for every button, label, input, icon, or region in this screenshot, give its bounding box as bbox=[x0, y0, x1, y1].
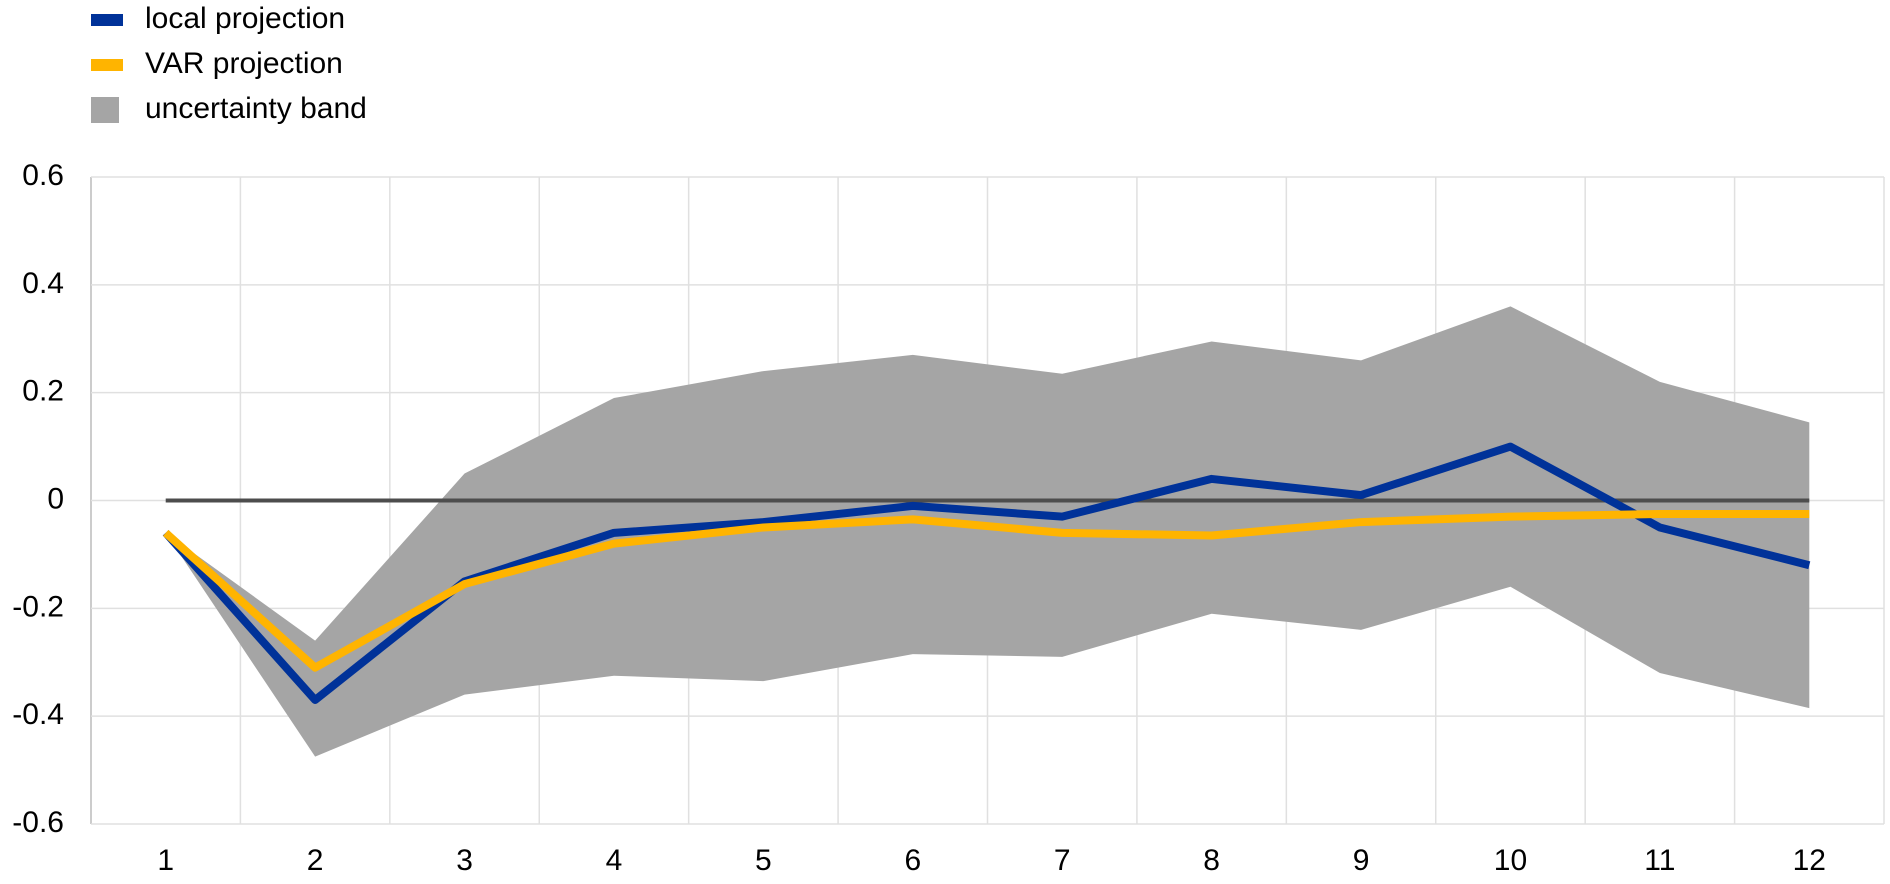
x-tick-label: 1 bbox=[157, 844, 174, 877]
uncertainty-band bbox=[165, 306, 1810, 757]
legend-label: uncertainty band bbox=[145, 92, 367, 125]
legend-label: local projection bbox=[145, 2, 345, 35]
x-tick-label: 11 bbox=[1644, 844, 1675, 877]
x-tick-label: 10 bbox=[1494, 844, 1527, 877]
x-tick-label: 8 bbox=[1203, 844, 1220, 877]
x-tick-label: 9 bbox=[1353, 844, 1370, 877]
legend-swatch bbox=[91, 59, 123, 71]
series-line bbox=[163, 509, 1810, 672]
x-tick-label: 5 bbox=[755, 844, 772, 877]
y-tick-label: 0.4 bbox=[22, 267, 64, 300]
y-tick-label: 0.6 bbox=[22, 159, 64, 192]
x-tick-label: 2 bbox=[307, 844, 324, 877]
y-tick-label: 0.2 bbox=[22, 375, 64, 408]
x-tick-label: 12 bbox=[1793, 844, 1826, 877]
legend-swatch bbox=[91, 97, 119, 123]
x-tick-label: 7 bbox=[1054, 844, 1071, 877]
y-tick-label: -0.6 bbox=[12, 806, 64, 839]
x-tick-label: 6 bbox=[904, 844, 921, 877]
x-tick-label: 3 bbox=[456, 844, 473, 877]
y-tick-label: -0.4 bbox=[12, 698, 64, 731]
legend-label: VAR projection bbox=[145, 47, 343, 80]
legend-swatch bbox=[91, 14, 123, 26]
x-tick-label: 4 bbox=[606, 844, 623, 877]
y-tick-label: 0 bbox=[47, 482, 64, 515]
y-tick-label: -0.2 bbox=[12, 590, 64, 623]
